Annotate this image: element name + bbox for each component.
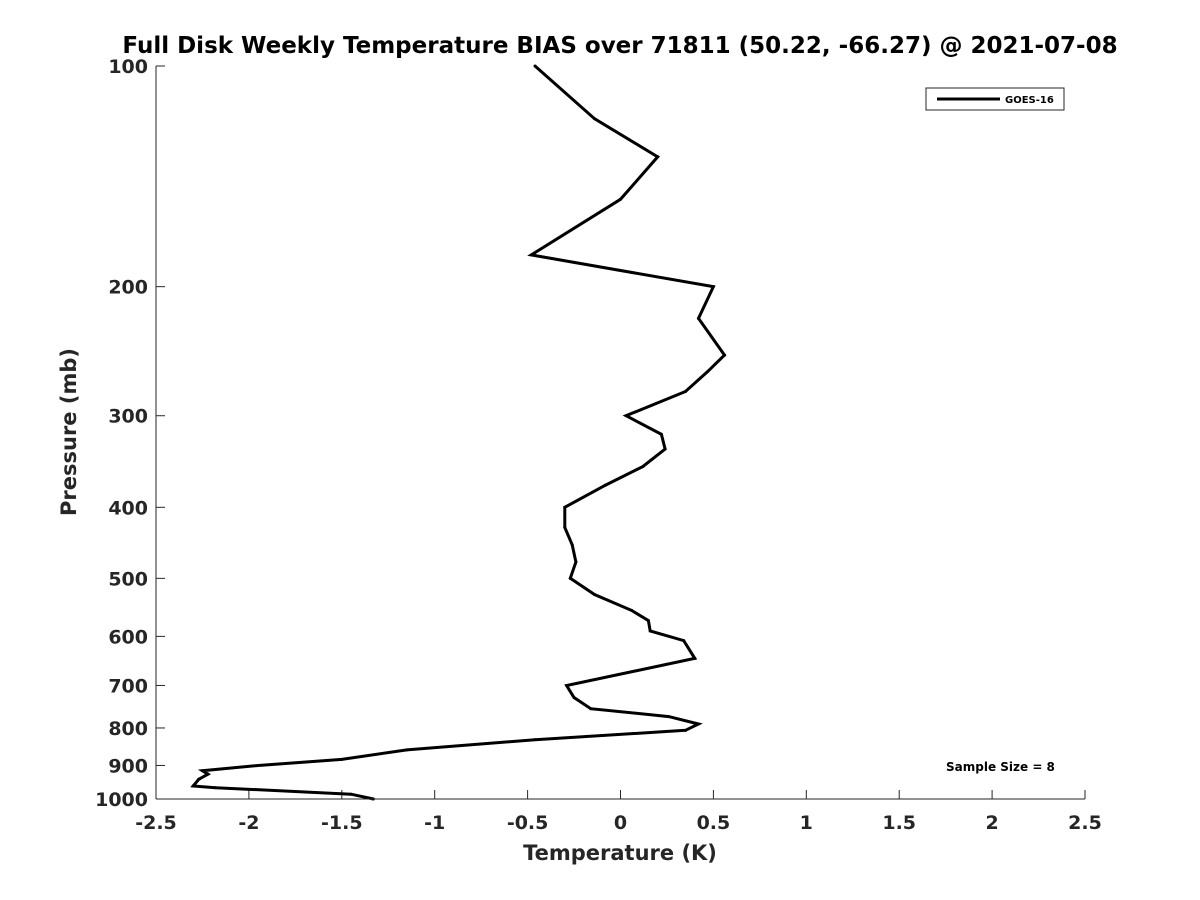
y-tick-label: 500 [108,568,148,590]
data-point [563,525,567,529]
data-point [684,728,688,732]
x-tick-label: 0 [614,812,627,834]
series-line-goes16 [190,64,727,801]
data-point [656,155,660,159]
data-point [693,656,697,660]
y-tick-label: 300 [108,406,148,428]
data-point [604,483,608,487]
data-point [723,353,727,357]
x-axis-label: Temperature (K) [523,841,717,865]
data-point [256,763,260,767]
data-point [213,786,217,790]
y-tick-label: 100 [108,56,148,78]
ticks-layer: -2.5 -2 -1.5 -1 -0.5 0 0.5 1 1.5 2 2.5 100 200 300 400… [95,56,1102,834]
x-tick-label: -0.5 [507,812,549,834]
series-layer [190,64,727,801]
data-point [624,414,628,418]
data-point [572,696,576,700]
data-point [200,769,204,773]
data-point [697,722,701,726]
y-tick-label: 600 [108,626,148,648]
data-point [533,64,537,68]
x-tick-label: -2 [238,812,259,834]
data-point [697,316,701,320]
data-point [619,197,622,201]
data-point [191,784,195,788]
data-point [684,389,688,393]
data-point [563,505,567,509]
x-tick-label: 1 [800,812,813,834]
data-point [659,432,663,436]
data-point [667,715,671,719]
data-point [592,117,596,121]
x-tick-label: -1.5 [321,812,363,834]
x-tick-label: 0.5 [697,812,731,834]
data-point [349,792,353,796]
plot-area [156,66,1085,799]
data-point [529,253,533,257]
legend-label-goes16: GOES-16 [1005,95,1054,106]
data-point [565,683,569,687]
data-point [340,757,344,761]
data-point [711,285,715,289]
data-point [206,772,210,776]
data-point [568,576,572,580]
y-axis-label: Pressure (mb) [57,348,81,516]
data-point [630,608,634,612]
y-tick-label: 1000 [95,789,148,811]
x-tick-label: -2.5 [135,812,177,834]
x-tick-label: 2 [985,812,998,834]
y-tick-label: 700 [108,675,148,697]
data-point [197,777,201,781]
data-point [648,629,652,633]
data-point [574,560,578,564]
y-tick-label: 200 [108,277,148,299]
sample-size-annotation: Sample Size = 8 [946,760,1055,774]
y-tick-label: 900 [108,755,148,777]
x-tick-label: 2.5 [1068,812,1102,834]
y-tick-label: 400 [108,497,148,519]
data-point [682,639,686,643]
data-point [589,707,593,711]
x-tick-label: -1 [424,812,445,834]
y-tick-label: 800 [108,718,148,740]
data-point [533,738,537,742]
data-point [592,592,596,596]
data-point [570,543,574,547]
data-point [663,447,667,451]
legend: GOES-16 [925,87,1065,111]
data-point [706,369,710,373]
chart-title: Full Disk Weekly Temperature BIAS over 7… [122,33,1117,59]
data-point [405,748,409,752]
data-point [646,619,650,623]
x-tick-label: 1.5 [882,812,916,834]
data-point [641,465,645,469]
